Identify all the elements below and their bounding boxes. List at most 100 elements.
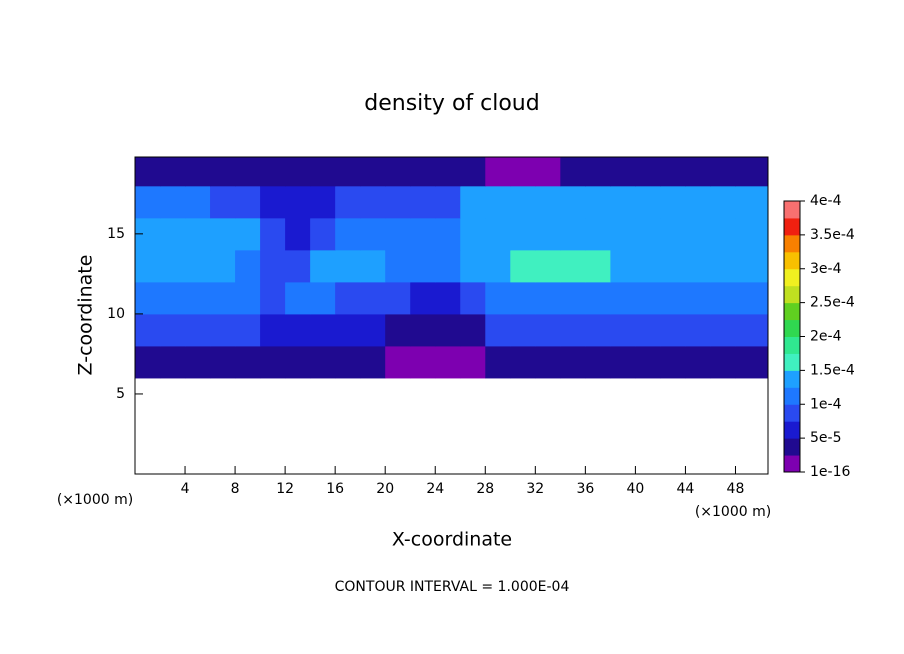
cell <box>160 345 186 379</box>
cell <box>560 185 586 219</box>
x-tick-label: 16 <box>326 481 344 497</box>
cell <box>360 217 386 251</box>
cell <box>660 281 686 315</box>
colorbar-tick-label: 3.5e-4 <box>810 227 855 243</box>
cell <box>285 313 311 347</box>
cell <box>610 217 636 251</box>
cell <box>735 345 768 379</box>
cell <box>685 185 711 219</box>
cell <box>435 281 461 315</box>
cell <box>735 249 768 283</box>
cell <box>260 217 286 251</box>
cell <box>160 217 186 251</box>
cell <box>285 217 311 251</box>
cell <box>385 217 411 251</box>
cell <box>610 157 636 187</box>
colorbar-tick-label: 1e-16 <box>810 464 850 480</box>
cell <box>285 249 311 283</box>
colorbar-band <box>784 455 800 473</box>
x-tick-label: 8 <box>231 481 240 497</box>
cell <box>310 281 336 315</box>
cell <box>135 185 161 219</box>
colorbar-tick-label: 2e-4 <box>810 329 842 345</box>
cell <box>160 157 186 187</box>
cell <box>210 345 236 379</box>
colorbar-tick-label: 5e-5 <box>810 430 841 446</box>
cell <box>435 157 461 187</box>
colorbar-tick-label: 1e-4 <box>810 396 842 412</box>
x-axis-label: X-coordinate <box>392 529 512 551</box>
cell <box>310 313 336 347</box>
cell <box>610 185 636 219</box>
x-tick-label: 40 <box>626 481 644 497</box>
cell <box>335 345 361 379</box>
cell <box>535 313 561 347</box>
cell <box>435 217 461 251</box>
colorbar-band <box>784 234 800 253</box>
cell <box>635 185 661 219</box>
cell <box>510 249 536 283</box>
colorbar-band <box>784 217 800 236</box>
cell <box>660 157 686 187</box>
cell <box>410 217 436 251</box>
cell <box>460 345 486 379</box>
cell <box>235 281 261 315</box>
cell <box>235 313 261 347</box>
cell <box>385 249 411 283</box>
cell <box>585 185 611 219</box>
cell <box>710 185 736 219</box>
x-tick-label: 20 <box>376 481 394 497</box>
cell <box>460 157 486 187</box>
cell <box>560 217 586 251</box>
cell <box>560 249 586 283</box>
cell <box>560 345 586 379</box>
cell <box>235 185 261 219</box>
cell <box>160 281 186 315</box>
cell <box>610 345 636 379</box>
cell <box>410 249 436 283</box>
cell <box>285 185 311 219</box>
cell <box>160 313 186 347</box>
cell <box>460 249 486 283</box>
cell <box>710 313 736 347</box>
cell <box>585 345 611 379</box>
cell <box>260 313 286 347</box>
cell <box>735 185 768 219</box>
colorbar-band <box>784 404 800 422</box>
cell <box>410 345 436 379</box>
cell <box>310 157 336 187</box>
plot-frame <box>134 156 769 475</box>
cell <box>310 185 336 219</box>
cell <box>410 185 436 219</box>
cell <box>610 249 636 283</box>
cell <box>210 281 236 315</box>
cell <box>260 157 286 187</box>
cell <box>485 313 511 347</box>
cell <box>560 157 586 187</box>
y-tick-label: 5 <box>116 386 125 402</box>
cell <box>385 345 411 379</box>
colorbar-band <box>784 201 800 219</box>
cell <box>360 313 386 347</box>
cell <box>585 157 611 187</box>
cell <box>585 217 611 251</box>
cell <box>535 249 561 283</box>
cell <box>335 249 361 283</box>
cell <box>185 249 211 283</box>
x-tick-label: 4 <box>181 481 190 497</box>
cell <box>335 157 361 187</box>
cell <box>185 281 211 315</box>
cell <box>560 281 586 315</box>
cell <box>610 281 636 315</box>
cell <box>435 185 461 219</box>
cell <box>585 313 611 347</box>
cell <box>685 157 711 187</box>
cell <box>135 157 161 187</box>
cell <box>485 345 511 379</box>
x-tick-label: 24 <box>426 481 444 497</box>
cell <box>335 313 361 347</box>
cell <box>410 157 436 187</box>
cell <box>185 185 211 219</box>
cell <box>585 249 611 283</box>
cell <box>285 281 311 315</box>
